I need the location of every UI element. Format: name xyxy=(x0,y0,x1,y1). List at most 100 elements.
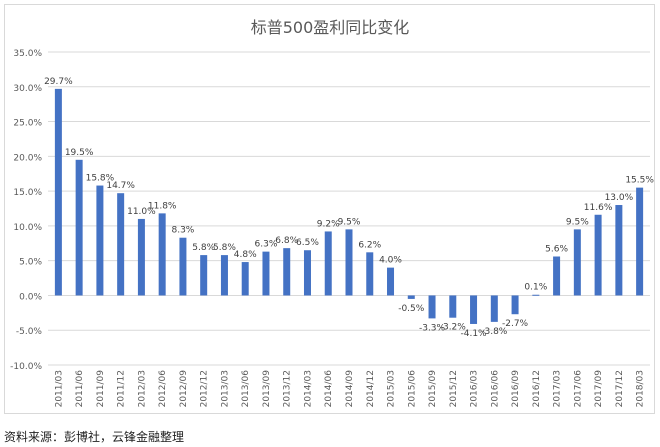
data-label: 5.8% xyxy=(192,243,215,253)
y-tick-label: 25.0% xyxy=(13,119,42,129)
data-label: 6.2% xyxy=(358,240,381,250)
x-tick-label: 2016/09 xyxy=(511,370,521,408)
y-tick-label: 30.0% xyxy=(13,84,42,94)
data-label: -3.2% xyxy=(440,323,467,333)
x-tick-label: 2017/06 xyxy=(573,370,583,408)
data-label: 8.3% xyxy=(171,226,194,236)
x-tick-label: 2018/03 xyxy=(636,370,646,407)
bar xyxy=(137,218,145,296)
bar xyxy=(428,295,436,319)
source-note: 资料来源：彭博社，云锋金融整理 xyxy=(4,430,185,444)
x-tick-label: 2013/09 xyxy=(262,370,272,408)
x-tick-label: 2013/12 xyxy=(283,370,293,407)
bar xyxy=(324,231,332,296)
data-label: 15.5% xyxy=(625,176,654,186)
bar xyxy=(345,229,353,296)
x-tick-label: 2017/03 xyxy=(553,370,563,407)
data-label: -0.5% xyxy=(398,304,425,314)
data-label: 11.0% xyxy=(127,207,156,217)
data-label: -4.1% xyxy=(460,329,487,339)
x-tick-label: 2014/09 xyxy=(345,370,355,408)
bar xyxy=(117,193,125,296)
bar xyxy=(615,205,623,296)
x-tick-label: 2012/06 xyxy=(158,370,168,408)
data-label: 9.5% xyxy=(566,217,589,227)
x-tick-label: 2017/12 xyxy=(615,370,625,407)
data-label: 9.5% xyxy=(338,217,361,227)
x-tick-label: 2015/03 xyxy=(387,370,397,407)
bar xyxy=(303,250,311,296)
bar xyxy=(407,295,415,299)
y-tick-label: 20.0% xyxy=(13,153,42,163)
x-tick-label: 2012/09 xyxy=(179,370,189,408)
data-label: 4.8% xyxy=(234,250,257,260)
x-tick-label: 2014/12 xyxy=(366,370,376,407)
bar xyxy=(283,248,291,296)
x-tick-label: 2012/03 xyxy=(137,370,147,407)
data-label: 6.3% xyxy=(255,240,278,250)
data-label: 6.8% xyxy=(275,236,298,246)
bar xyxy=(490,295,498,322)
x-tick-label: 2015/12 xyxy=(449,370,459,407)
data-label: -2.7% xyxy=(502,319,529,329)
data-label: -3.8% xyxy=(481,327,508,337)
y-tick-label: 35.0% xyxy=(13,49,42,59)
y-tick-label: 15.0% xyxy=(13,188,42,198)
bar xyxy=(594,214,602,296)
x-tick-label: 2016/03 xyxy=(470,370,480,407)
data-label: 9.2% xyxy=(317,219,340,229)
data-label: 19.5% xyxy=(65,148,94,158)
bar xyxy=(96,185,104,296)
x-tick-label: 2011/03 xyxy=(54,370,64,407)
data-label: 4.0% xyxy=(379,256,402,266)
data-label: -3.3% xyxy=(419,323,446,333)
x-tick-label: 2011/06 xyxy=(75,370,85,408)
bar xyxy=(449,295,457,318)
x-tick-label: 2014/03 xyxy=(303,370,313,407)
x-tick-label: 2013/06 xyxy=(241,370,251,408)
bar xyxy=(241,262,249,296)
x-tick-label: 2016/06 xyxy=(490,370,500,408)
data-label: 29.7% xyxy=(44,77,73,87)
bar xyxy=(179,237,187,296)
chart-frame xyxy=(4,4,655,414)
bar xyxy=(366,252,374,296)
data-label: 5.8% xyxy=(213,243,236,253)
x-tick-label: 2014/06 xyxy=(324,370,334,408)
x-tick-label: 2016/12 xyxy=(532,370,542,407)
bar xyxy=(220,255,228,296)
x-tick-label: 2013/03 xyxy=(220,370,230,407)
y-tick-label: 0.0% xyxy=(19,292,42,302)
data-label: 5.6% xyxy=(545,244,568,254)
bar xyxy=(158,213,166,296)
bar xyxy=(511,295,519,315)
data-label: 11.6% xyxy=(584,203,613,213)
bar xyxy=(75,159,83,296)
y-tick-label: 5.0% xyxy=(19,258,42,268)
x-tick-label: 2017/09 xyxy=(594,370,604,408)
bar xyxy=(470,295,478,324)
data-label: 0.1% xyxy=(524,283,547,293)
data-label: 13.0% xyxy=(605,193,634,203)
x-tick-label: 2015/06 xyxy=(407,370,417,408)
data-label: 14.7% xyxy=(106,181,135,191)
bar xyxy=(553,256,561,296)
bar xyxy=(262,251,270,296)
chart-title: 标普500盈利同比变化 xyxy=(251,18,410,37)
bar xyxy=(200,255,208,296)
bar xyxy=(573,229,581,296)
data-label: 15.8% xyxy=(86,174,115,184)
x-tick-label: 2011/12 xyxy=(117,370,127,407)
bar xyxy=(54,88,62,296)
data-label: 11.8% xyxy=(148,201,177,211)
x-tick-label: 2012/12 xyxy=(200,370,210,407)
data-label: 6.5% xyxy=(296,238,319,248)
y-tick-label: 10.0% xyxy=(13,223,42,233)
bar xyxy=(636,187,644,296)
y-tick-label: -10.0% xyxy=(10,362,42,372)
bar xyxy=(532,294,540,296)
bar xyxy=(387,267,395,296)
y-tick-label: -5.0% xyxy=(16,327,43,337)
x-tick-label: 2015/09 xyxy=(428,370,438,408)
